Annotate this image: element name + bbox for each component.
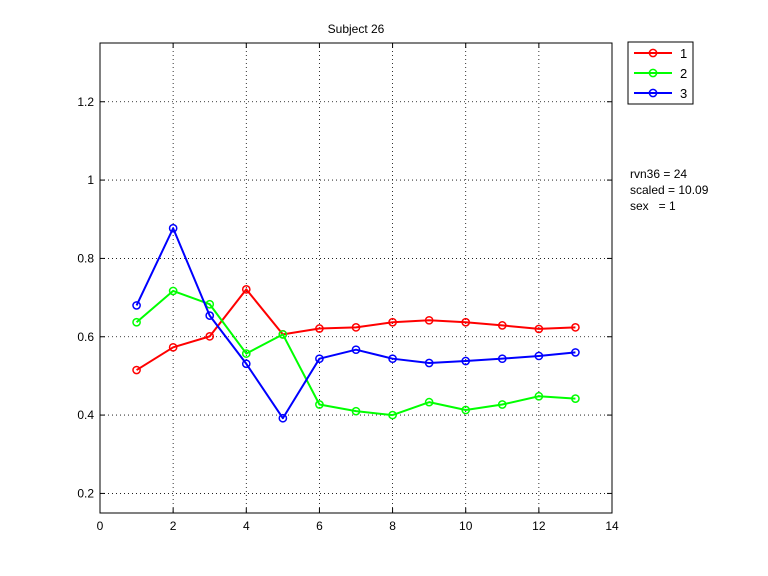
data-point [461,317,471,327]
data-point [168,223,178,233]
series-line-3 [135,227,576,420]
chart-title: Subject 26 [328,22,385,36]
data-point [205,299,215,309]
data-point [315,400,324,409]
annotation-scaled: scaled = 10.09 [630,183,709,197]
data-point [278,413,288,423]
series-line-1 [136,288,576,371]
data-point [534,324,544,334]
data-point [571,394,580,403]
x-tick-label: 2 [170,519,177,533]
data-point [534,391,544,401]
legend-swatch-marker [648,68,658,78]
y-tick-label: 0.8 [77,251,94,265]
data-point [278,330,288,339]
x-tick-label: 10 [459,519,473,533]
annotation-rvn36: rvn36 = 24 [630,167,688,181]
data-point [424,397,434,407]
data-point [424,358,434,368]
series-line-2 [135,289,576,417]
legend: 1 2 3 [627,41,694,105]
data-point [241,285,251,294]
data-point [497,321,507,330]
legend-swatch-marker [648,88,658,98]
data-point [168,342,178,352]
y-tick-label: 0.6 [77,330,94,344]
data-point [534,351,544,361]
data-point [205,332,215,341]
series-3 [132,223,580,423]
data-point [351,323,361,332]
x-tick-label: 6 [316,519,323,533]
data-point [205,311,215,320]
data-point [388,354,397,364]
series-2 [132,286,580,420]
data-point [132,365,141,375]
data-point [315,354,324,364]
legend-item-2: 2 [634,66,687,81]
data-point [168,286,178,296]
axis-ticks: 0 2 4 6 8 10 12 14 0.2 0.4 0.6 0.8 1 1.2 [77,43,619,533]
y-tick-label: 0.4 [77,408,94,422]
legend-label: 1 [680,46,687,61]
legend-label: 2 [680,66,687,81]
data-point [388,410,397,420]
data-point [315,324,324,333]
data-point [132,317,141,327]
annotation-sex: sex = 1 [630,199,676,213]
y-tick-label: 1.2 [77,95,94,109]
data-point [388,317,397,327]
legend-item-1: 1 [634,46,687,61]
series-1 [132,285,580,375]
x-tick-label: 8 [389,519,396,533]
legend-label: 3 [680,86,687,101]
data-point [497,400,507,409]
x-tick-label: 4 [243,519,250,533]
data-point [351,345,361,355]
series-layer [132,223,580,423]
data-point [571,348,580,357]
data-point [497,354,507,364]
x-tick-label: 14 [605,519,619,533]
plot-background [100,43,612,513]
legend-swatch-marker [648,48,658,58]
data-point [351,406,361,416]
y-tick-label: 1 [87,173,94,187]
data-point [461,356,471,366]
data-point [241,359,251,369]
legend-item-3: 3 [634,86,687,101]
plot-area [99,42,613,514]
data-point [241,349,251,358]
y-tick-label: 0.2 [77,486,94,500]
x-tick-label: 12 [532,519,546,533]
x-tick-label: 0 [97,519,104,533]
data-point [132,301,141,310]
axes-box [99,42,613,514]
data-point [461,405,471,415]
data-point [424,315,434,325]
data-point [571,323,580,332]
